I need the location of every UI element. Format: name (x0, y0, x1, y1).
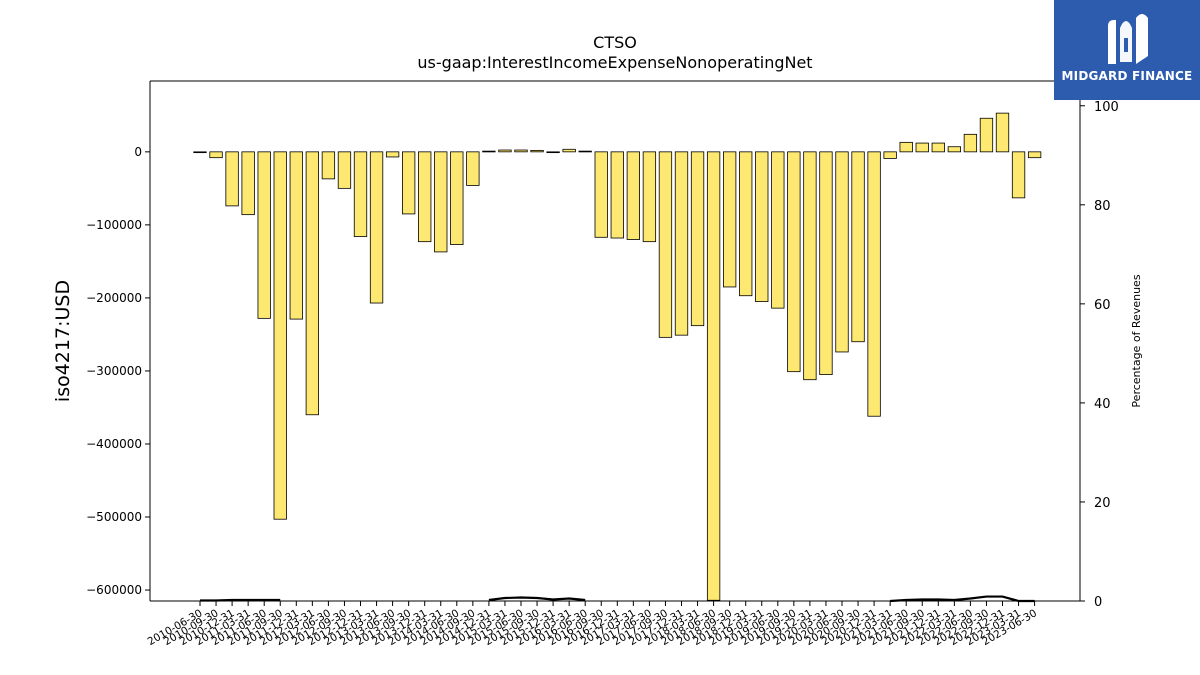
bar (209, 151, 223, 159)
y-tick-label: 0 (134, 145, 142, 159)
bar (562, 148, 576, 153)
bar (273, 151, 287, 520)
bar (530, 149, 544, 153)
bar (369, 151, 384, 304)
bar (723, 151, 737, 288)
y-tick-label: −300000 (86, 364, 142, 378)
bar (385, 151, 400, 158)
bar (690, 151, 705, 327)
bar (819, 151, 833, 375)
bar (995, 112, 1010, 153)
bar (642, 151, 657, 243)
bar (305, 151, 320, 416)
bar (514, 149, 528, 153)
bar (257, 151, 271, 319)
bar (963, 133, 978, 153)
bar (466, 151, 480, 186)
bar (1027, 151, 1042, 159)
bar (450, 151, 464, 245)
bar (321, 151, 336, 180)
y-tick-label: −400000 (86, 437, 142, 451)
brand-logo: MIDGARD FINANCE (1054, 0, 1200, 100)
bar (803, 151, 817, 381)
bar (771, 151, 785, 309)
bar (594, 151, 608, 238)
bar (979, 117, 994, 153)
bar (546, 151, 560, 154)
bar (739, 151, 753, 297)
bar (851, 151, 865, 343)
bar (658, 151, 673, 338)
brand-name: MIDGARD FINANCE (1061, 69, 1193, 83)
y-tick-label: −200000 (86, 291, 142, 305)
y2-tick-label: 0 (1094, 595, 1102, 610)
bar (418, 151, 432, 243)
y2-tick-label: 100 (1094, 100, 1119, 115)
percentage-line (200, 595, 1035, 603)
chart-subtitle: us-gaap:InterestIncomeExpenseNonoperatin… (417, 53, 813, 72)
chart-title: CTSO (593, 33, 637, 52)
midgard-logo-icon (1108, 14, 1148, 64)
bar (899, 141, 913, 153)
bar (578, 150, 592, 153)
bar (755, 151, 769, 302)
bar (289, 151, 303, 320)
bar (947, 146, 961, 153)
y2-tick-label: 80 (1094, 199, 1111, 214)
bar (353, 151, 368, 237)
bar (931, 142, 945, 153)
y-tick-label: −500000 (86, 510, 142, 524)
y2-tick-label: 60 (1094, 298, 1111, 313)
bar (401, 151, 416, 215)
bar (610, 151, 624, 239)
bar (225, 151, 239, 207)
bar (835, 151, 849, 353)
y2-tick-label: 20 (1094, 496, 1111, 511)
y-axis-label: iso4217:USD (52, 280, 74, 402)
bar (1011, 151, 1026, 199)
bar (193, 151, 207, 154)
bar (915, 142, 929, 153)
bar (626, 151, 640, 240)
bar (482, 150, 496, 153)
bar (883, 151, 897, 159)
y2-axis-label: Percentage of Revenues (1130, 274, 1143, 407)
bar (706, 151, 721, 601)
bar (498, 149, 512, 153)
bar (867, 151, 881, 417)
bar (674, 151, 689, 336)
y-tick-label: −100000 (86, 218, 142, 232)
bar (787, 151, 801, 373)
bar (337, 151, 352, 189)
y-tick-label: −600000 (86, 583, 142, 597)
y2-tick-label: 40 (1094, 397, 1111, 412)
bar (241, 151, 255, 216)
bar (434, 151, 448, 253)
